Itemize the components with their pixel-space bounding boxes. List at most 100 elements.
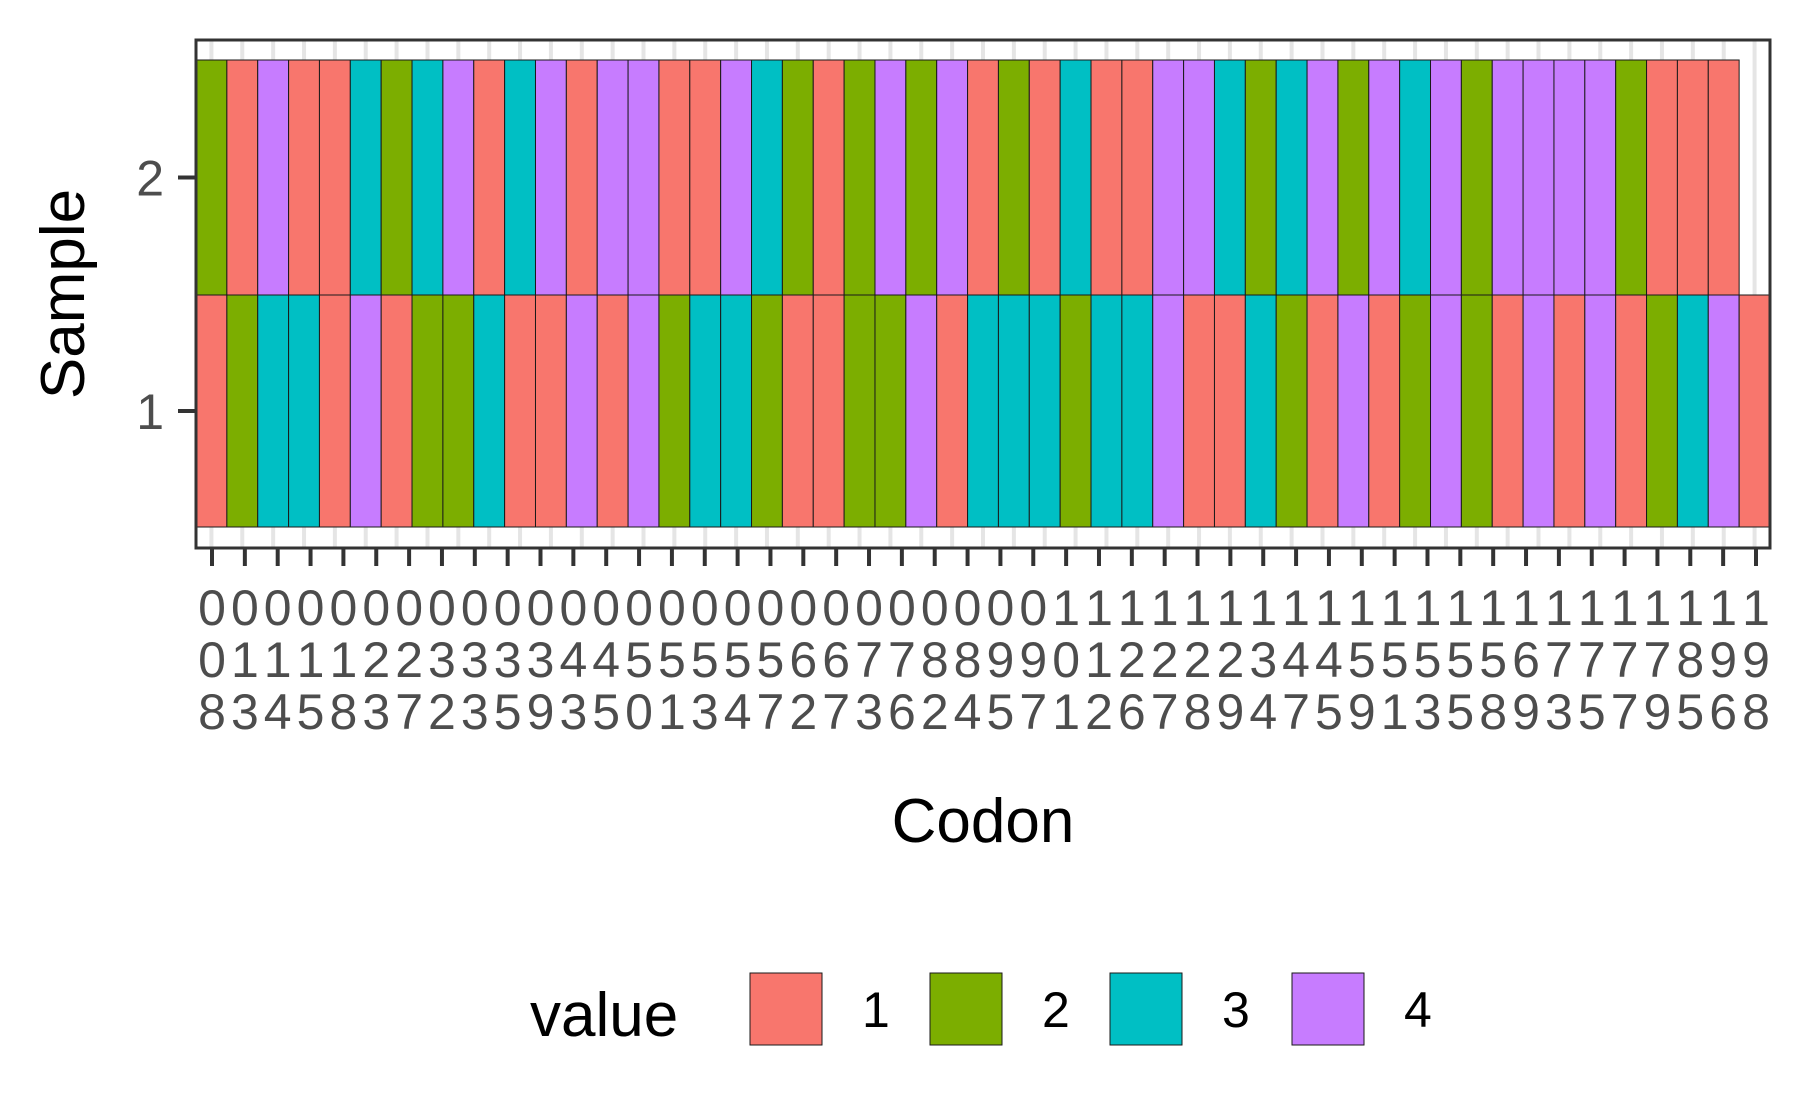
heatmap-cell-sample-1 [1306, 294, 1339, 528]
heatmap-cell-sample-2 [874, 59, 907, 296]
heatmap-cell-sample-1 [967, 294, 999, 528]
heatmap-cell-sample-1 [751, 294, 783, 528]
heatmap-cell-sample-2 [1615, 59, 1648, 296]
heatmap-cell-sample-2 [411, 59, 444, 296]
heatmap-cell-sample-2 [658, 59, 691, 296]
heatmap-cell-sample-2 [565, 59, 598, 296]
heatmap-cell-sample-1 [1121, 294, 1154, 528]
heatmap-cell-sample-2 [349, 59, 382, 296]
heatmap-cell-sample-2 [288, 59, 320, 296]
heatmap-cell-sample-1 [905, 294, 938, 528]
heatmap-cell-sample-1 [874, 294, 907, 528]
heatmap-cell-sample-1 [1584, 294, 1617, 528]
heatmap-cell-sample-1 [473, 294, 506, 528]
heatmap-cell-sample-2 [257, 59, 290, 296]
heatmap-cell-sample-1 [1491, 294, 1524, 528]
heatmap-cell-sample-2 [1399, 59, 1432, 296]
heatmap-cell-sample-2 [967, 59, 999, 296]
heatmap-cell-sample-2 [318, 59, 351, 296]
y-axis-title: Sample [29, 189, 98, 399]
heatmap-cell-sample-1 [1244, 294, 1277, 528]
heatmap-cells [195, 59, 1771, 528]
legend: value 1 2 3 4 [530, 972, 1432, 1050]
y-tick-label: 1 [136, 384, 164, 440]
heatmap-cell-sample-1 [1275, 294, 1308, 528]
heatmap-cell-sample-1 [1399, 294, 1432, 528]
heatmap-cell-sample-1 [349, 294, 382, 528]
heatmap-cell-sample-2 [1152, 59, 1185, 296]
x-axis: 0 0 80 1 30 1 40 1 50 1 80 2 30 2 70 3 20 3 30 3 50 3 90 4 30 4 50… [198, 548, 1770, 740]
legend-label-1: 1 [862, 982, 890, 1038]
heatmap-cell-sample-1 [1337, 294, 1370, 528]
heatmap-cell-sample-1 [1430, 294, 1462, 528]
heatmap-cell-sample-2 [1553, 59, 1586, 296]
heatmap-cell-sample-2 [720, 59, 753, 296]
heatmap-cell-sample-1 [627, 294, 660, 528]
legend-label-4: 4 [1404, 982, 1432, 1038]
heatmap-cell-sample-1 [1646, 294, 1678, 528]
heatmap-cell-sample-2 [1059, 59, 1092, 296]
heatmap-cell-sample-2 [1337, 59, 1370, 296]
heatmap-cell-sample-1 [812, 294, 845, 528]
heatmap-cell-sample-1 [1707, 294, 1740, 528]
heatmap-cell-sample-1 [1460, 294, 1493, 528]
heatmap-cell-sample-1 [411, 294, 444, 528]
legend-key-4 [1291, 972, 1365, 1046]
heatmap-cell-sample-1 [226, 294, 259, 528]
heatmap-cell-sample-2 [473, 59, 506, 296]
heatmap-cell-sample-2 [843, 59, 876, 296]
heatmap-cell-sample-1 [936, 294, 969, 528]
heatmap-cell-sample-2 [905, 59, 938, 296]
heatmap-cell-sample-1 [1152, 294, 1185, 528]
heatmap-cell-sample-2 [689, 59, 722, 296]
heatmap-cell-sample-2 [1244, 59, 1277, 296]
heatmap-cell-sample-1 [1676, 294, 1709, 528]
heatmap-cell-sample-1 [195, 294, 228, 528]
heatmap-cell-sample-2 [1646, 59, 1678, 296]
heatmap-cell-sample-1 [1213, 294, 1246, 528]
legend-label-2: 2 [1042, 982, 1070, 1038]
legend-label-3: 3 [1222, 982, 1250, 1038]
heatmap-cell-sample-2 [195, 59, 228, 296]
heatmap-cell-sample-2 [1028, 59, 1061, 296]
heatmap-cell-sample-2 [504, 59, 536, 296]
y-axis: 21 [136, 151, 196, 440]
heatmap-cell-sample-1 [1368, 294, 1401, 528]
heatmap-cell-sample-1 [380, 294, 413, 528]
heatmap-cell-sample-2 [1430, 59, 1462, 296]
heatmap-cell-sample-1 [1183, 294, 1215, 528]
heatmap-cell-sample-2 [1584, 59, 1617, 296]
